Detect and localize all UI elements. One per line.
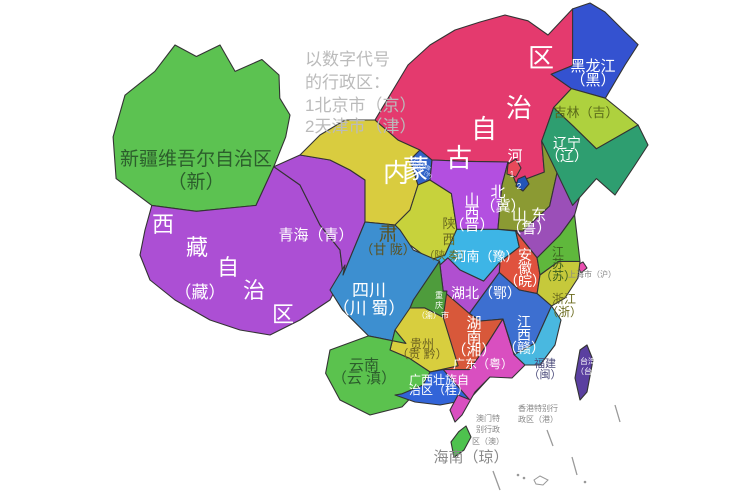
svg-text:（云 滇）: （云 滇） (332, 370, 396, 387)
svg-text:（浙）: （浙） (546, 305, 582, 319)
svg-text:（黑）: （黑） (570, 72, 615, 89)
svg-text:2天津市（津）: 2天津市（津） (305, 117, 416, 136)
svg-text:蒙: 蒙 (403, 154, 429, 184)
svg-text:自: 自 (217, 255, 239, 280)
svg-text:（渝）市: （渝）市 (417, 310, 449, 320)
svg-text:四川: 四川 (352, 281, 386, 300)
svg-text:西: 西 (442, 232, 455, 247)
svg-text:庆: 庆 (435, 300, 443, 310)
svg-text:以数字代号: 以数字代号 (305, 50, 390, 69)
svg-text:古: 古 (446, 143, 472, 173)
svg-text:的行政区：: 的行政区： (305, 73, 390, 92)
svg-text:（闽）: （闽） (529, 368, 562, 381)
svg-text:（鲁）: （鲁） (506, 220, 551, 237)
svg-text:藏: 藏 (186, 235, 208, 260)
svg-text:台湾: 台湾 (580, 356, 596, 366)
svg-text:河南（豫）: 河南（豫） (453, 249, 518, 264)
svg-text:河: 河 (507, 148, 522, 165)
svg-text:治区（桂）: 治区（桂） (409, 382, 469, 397)
svg-text:1: 1 (510, 170, 515, 179)
svg-text:青海（青）: 青海（青） (278, 227, 353, 244)
svg-text:福建: 福建 (534, 356, 556, 370)
svg-text:（藏）: （藏） (175, 283, 226, 302)
svg-text:西: 西 (152, 212, 174, 237)
svg-text:区: 区 (272, 302, 294, 327)
svg-text:（晋）: （晋） (449, 217, 494, 234)
svg-text:吉林（吉）: 吉林（吉） (553, 105, 618, 120)
svg-text:新疆维吾尔自治区: 新疆维吾尔自治区 (120, 148, 272, 170)
svg-text:（甘 陇）: （甘 陇） (360, 242, 416, 257)
svg-text:（贵 黔）: （贵 黔） (396, 346, 447, 361)
svg-text:自: 自 (471, 114, 497, 144)
svg-text:（川 蜀）: （川 蜀） (333, 299, 406, 318)
svg-text:（辽）: （辽） (546, 148, 588, 164)
svg-text:香港特别行: 香港特别行 (518, 403, 558, 413)
svg-text:治: 治 (506, 93, 532, 123)
svg-text:重: 重 (435, 290, 443, 300)
svg-text:（赣）: （赣） (503, 340, 545, 356)
svg-text:政区（港）: 政区（港） (518, 414, 558, 424)
svg-text:（新）: （新） (167, 171, 224, 193)
svg-text:海南（琼）: 海南（琼） (433, 449, 508, 466)
svg-text:别行政: 别行政 (476, 424, 500, 434)
svg-text:浙江: 浙江 (552, 292, 576, 306)
svg-text:治: 治 (243, 278, 265, 303)
svg-text:区: 区 (528, 43, 554, 73)
svg-text:1北京市（京）: 1北京市（京） (305, 96, 416, 115)
svg-text:2: 2 (517, 182, 522, 191)
svg-text:湖北（鄂）: 湖北（鄂） (451, 285, 521, 301)
svg-text:（台）: （台） (576, 366, 600, 376)
svg-text:广东（粤）: 广东（粤） (453, 356, 513, 371)
svg-text:澳门特: 澳门特 (476, 413, 500, 423)
svg-text:上海市（沪）: 上海市（沪） (568, 269, 616, 279)
svg-text:区（澳）: 区（澳） (472, 436, 504, 446)
